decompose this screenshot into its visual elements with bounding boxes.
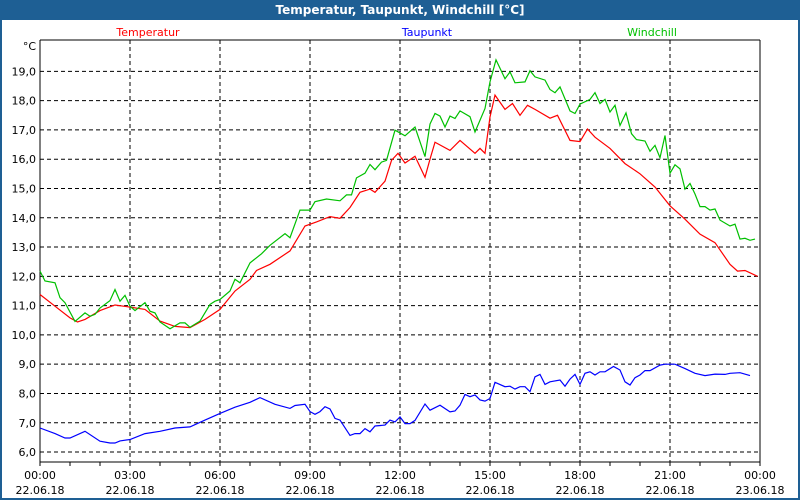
x-tick-time: 00:00	[744, 469, 776, 482]
x-tick-time: 21:00	[654, 469, 686, 482]
x-tick-time: 09:00	[294, 469, 326, 482]
x-tick-date: 22.06.18	[196, 484, 245, 497]
y-tick-label: 6,0	[19, 446, 37, 459]
y-tick-label: 7,0	[19, 417, 37, 430]
x-tick-date: 22.06.18	[376, 484, 425, 497]
y-axis-unit: °C	[23, 40, 37, 53]
y-tick-label: 12,0	[12, 270, 37, 283]
y-tick-label: 15,0	[12, 182, 37, 195]
x-tick-date: 22.06.18	[646, 484, 695, 497]
x-tick-time: 15:00	[474, 469, 506, 482]
x-tick-date: 22.06.18	[16, 484, 65, 497]
window-title: Temperatur, Taupunkt, Windchill [°C]	[0, 0, 800, 20]
x-tick-date: 22.06.18	[466, 484, 515, 497]
x-tick-date: 22.06.18	[106, 484, 155, 497]
x-tick-date: 23.06.18	[736, 484, 785, 497]
y-tick-label: 8,0	[19, 387, 37, 400]
y-tick-label: 9,0	[19, 358, 37, 371]
x-tick-time: 12:00	[384, 469, 416, 482]
x-tick-time: 00:00	[24, 469, 56, 482]
legend-taupunkt: Taupunkt	[401, 26, 453, 39]
x-tick-time: 03:00	[114, 469, 146, 482]
y-tick-label: 13,0	[12, 241, 37, 254]
y-tick-label: 16,0	[12, 153, 37, 166]
x-tick-date: 22.06.18	[286, 484, 335, 497]
y-tick-label: 10,0	[12, 329, 37, 342]
y-tick-label: 17,0	[12, 124, 37, 137]
x-tick-time: 18:00	[564, 469, 596, 482]
x-tick-time: 06:00	[204, 469, 236, 482]
legend-temperatur: Temperatur	[115, 26, 180, 39]
y-tick-label: 11,0	[12, 300, 37, 313]
y-tick-label: 14,0	[12, 212, 37, 225]
y-tick-label: 19,0	[12, 65, 37, 78]
series-line-windchill	[39, 58, 756, 330]
legend-windchill: Windchill	[627, 26, 677, 39]
series-line-temperatur	[39, 93, 758, 329]
series-line-taupunkt	[39, 363, 751, 444]
x-tick-date: 22.06.18	[556, 484, 605, 497]
y-tick-label: 18,0	[12, 95, 37, 108]
